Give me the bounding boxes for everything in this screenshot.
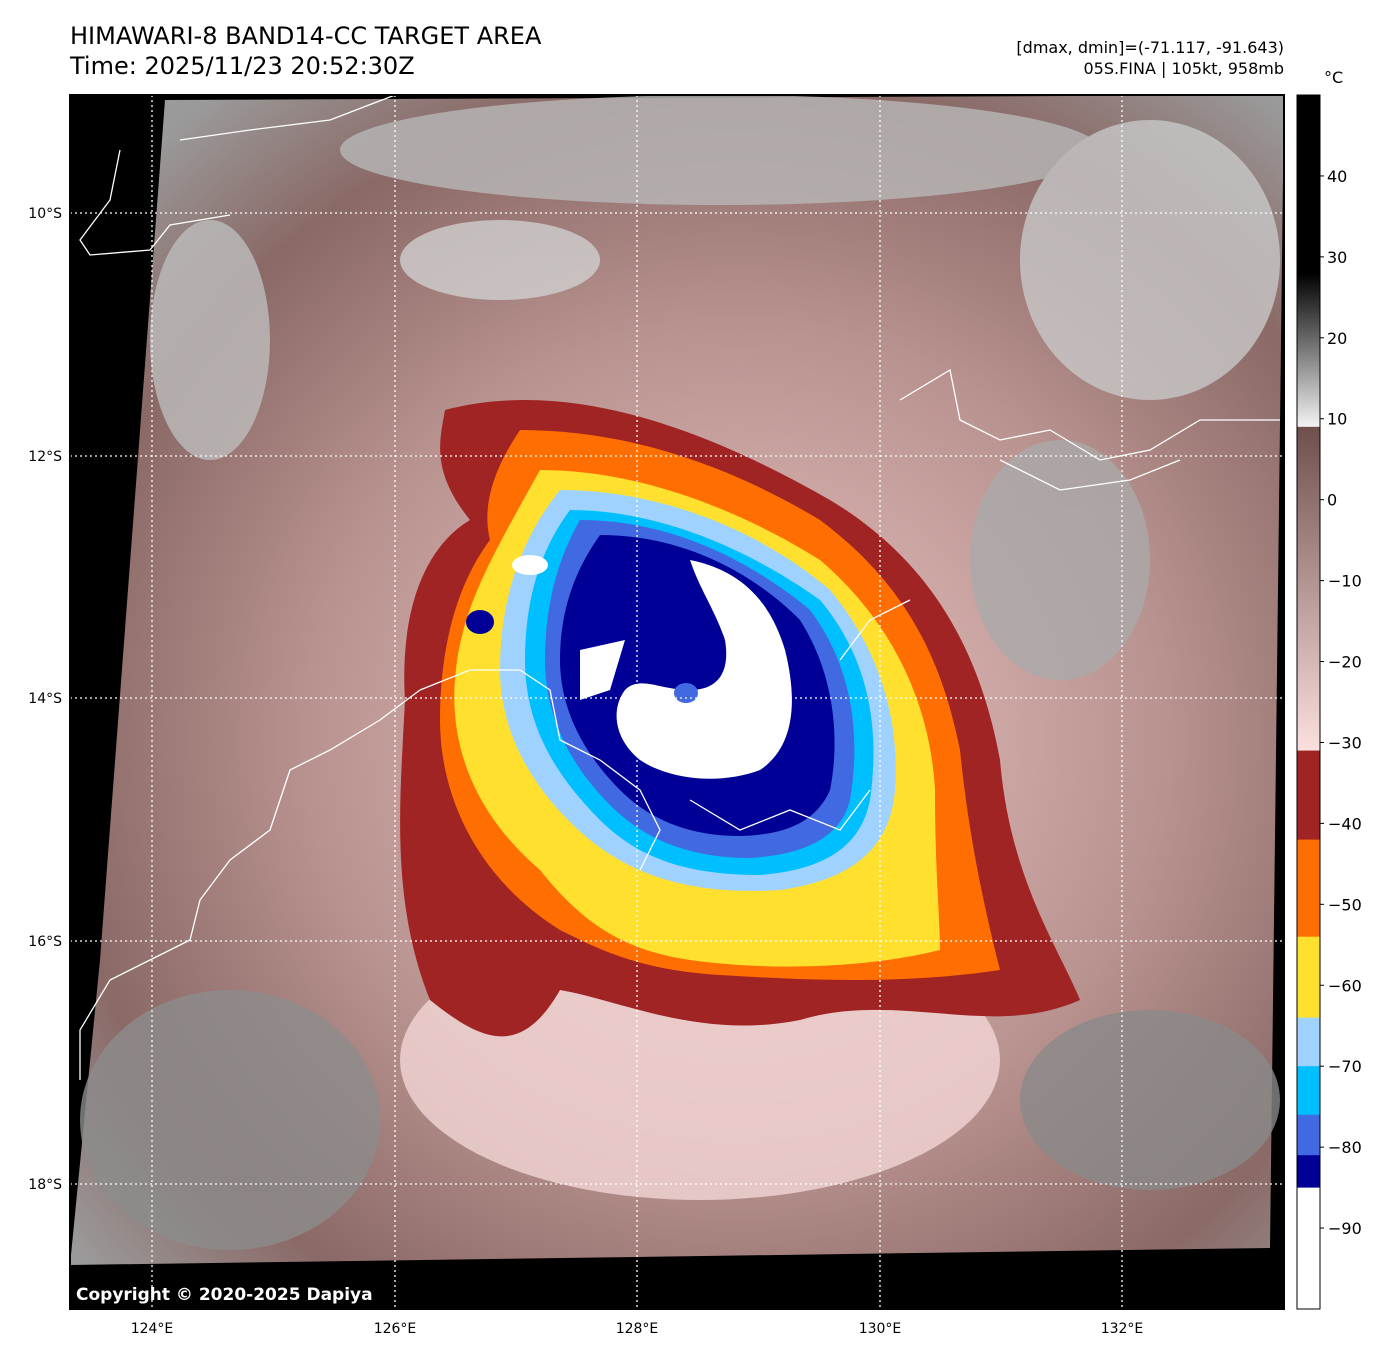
colorbar-tick-label: −60 [1328, 976, 1362, 995]
colorbar-segment [1297, 839, 1320, 938]
range-info: [dmax, dmin]=(-71.117, -91.643) [1016, 38, 1284, 57]
lat-label: 12°S [28, 449, 62, 465]
lat-label: 18°S [28, 1177, 62, 1193]
colorbar-tick-label: −50 [1328, 895, 1362, 914]
colorbar-segment [1297, 1066, 1320, 1116]
lat-label: 16°S [28, 934, 62, 950]
colorbar-segment [1297, 750, 1320, 841]
colorbar-segment [1297, 936, 1320, 1019]
copyright-text: Copyright © 2020-2025 Dapiya [76, 1285, 373, 1305]
colorbar-tick-label: 0 [1327, 491, 1337, 510]
coastlines [79, 95, 1280, 1080]
colorbar-tick-label: 40 [1327, 167, 1347, 186]
colorbar-tick-label: 20 [1327, 329, 1347, 348]
storm-cloud-shield [400, 400, 1080, 1037]
colorbar-tick-label: −90 [1328, 1219, 1362, 1238]
colorbar-segment [1297, 273, 1320, 428]
plot-frame [69, 94, 1285, 1310]
colorbar-frame [1296, 94, 1321, 1310]
chart-time: Time: 2025/11/23 20:52:30Z [70, 52, 415, 80]
lat-label: 10°S [28, 206, 62, 222]
colorbar-tick-label: −70 [1328, 1057, 1362, 1076]
colorbar-segment [1297, 1017, 1320, 1067]
colorbar-tick-label: −30 [1328, 733, 1362, 752]
colorbar-tick-label: −20 [1328, 653, 1362, 672]
lon-label: 128°E [616, 1321, 659, 1337]
lon-label: 124°E [131, 1321, 174, 1337]
colorbar-tick-label: −80 [1328, 1138, 1362, 1157]
colorbar-unit: °C [1324, 68, 1344, 87]
latitude-labels: 10°S 12°S 14°S 16°S 18°S [28, 206, 62, 1193]
graticule [70, 95, 1284, 1309]
lon-label: 130°E [859, 1321, 902, 1337]
colorbar-tick-label: 30 [1327, 248, 1347, 267]
colorbar-segment [1297, 1114, 1320, 1156]
lat-label: 14°S [28, 691, 62, 707]
colorbar: 40 30 20 10 0 −10 −20 −30 −40 −50 −60 −70 −80 −90 [1296, 94, 1362, 1310]
lon-label: 132°E [1101, 1321, 1144, 1337]
colorbar-segment [1297, 95, 1320, 274]
lon-label: 126°E [374, 1321, 417, 1337]
colorbar-segment [1297, 426, 1320, 752]
chart-title: HIMAWARI-8 BAND14-CC TARGET AREA [70, 22, 542, 50]
colorbar-segment [1297, 1187, 1320, 1310]
colorbar-tick-label: 10 [1327, 410, 1347, 429]
cloud-texture [80, 95, 1280, 1250]
colorbar-segment [1297, 1155, 1320, 1189]
colorbar-tick-label: −40 [1328, 814, 1362, 833]
longitude-labels: 124°E 126°E 128°E 130°E 132°E [131, 1321, 1144, 1337]
colorbar-tick-label: −10 [1328, 572, 1362, 591]
storm-info: 05S.FINA | 105kt, 958mb [1083, 59, 1284, 78]
